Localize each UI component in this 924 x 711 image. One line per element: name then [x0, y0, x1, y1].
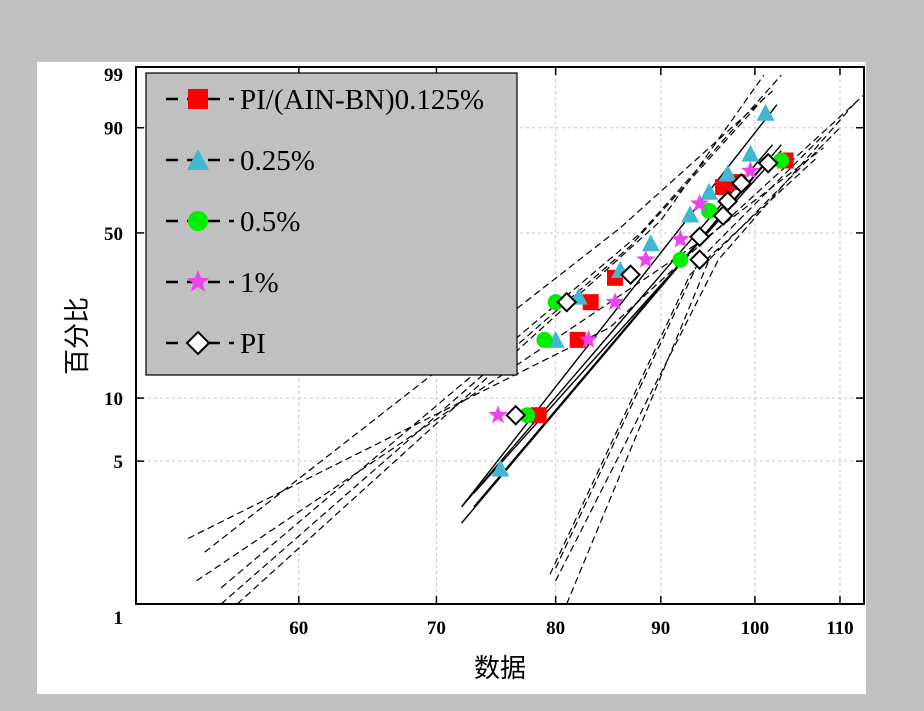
data-point-star — [740, 160, 760, 179]
data-point-triangle — [756, 103, 775, 121]
x-axis-title: 数据 — [474, 654, 526, 684]
legend-marker-diamond — [185, 330, 211, 356]
data-point-square — [569, 331, 586, 348]
data-point-diamond — [505, 404, 527, 426]
y-axis-title: 百分比 — [63, 297, 93, 375]
data-point-triangle — [741, 144, 760, 162]
data-point-triangle — [681, 205, 700, 223]
y-tick-label: 50 — [104, 224, 123, 245]
data-point-triangle — [641, 234, 660, 252]
x-tick-label: 70 — [427, 618, 446, 639]
x-tick-label: 90 — [651, 618, 670, 639]
legend-box — [145, 72, 518, 376]
confidence-bound-line — [187, 94, 865, 540]
data-point-triangle — [718, 164, 737, 182]
legend-marker-triangle — [187, 149, 209, 170]
data-point-square — [715, 178, 732, 195]
confidence-bound-line — [555, 101, 857, 582]
legend-marker-circle — [188, 211, 208, 231]
data-point-circle — [773, 152, 790, 169]
confidence-bound-line — [196, 147, 824, 582]
confidence-bound-line — [236, 74, 765, 605]
y-tick-label: 99 — [104, 65, 123, 86]
y-tick-label: 90 — [104, 119, 123, 140]
axis-ticks: 60 70 80 90 100 110 1 5 10 50 90 99 — [104, 65, 864, 639]
data-point-triangle — [491, 459, 510, 477]
data-point-square — [582, 294, 599, 311]
confidence-bound-line — [204, 90, 774, 553]
data-point-star — [670, 229, 690, 248]
data-markers — [488, 103, 794, 477]
data-point-circle — [519, 407, 536, 424]
x-tick-label: 80 — [546, 618, 565, 639]
data-point-diamond — [730, 172, 752, 194]
data-point-star — [579, 329, 598, 348]
y-tick-label: 1 — [114, 608, 124, 629]
legend-label: 0.5% — [240, 206, 300, 238]
confidence-bound-line — [566, 127, 841, 605]
legend-marker-square — [188, 89, 208, 109]
legend-marker-star — [186, 270, 210, 292]
data-point-diamond — [689, 226, 711, 248]
y-tick-label: 10 — [104, 389, 123, 410]
data-point-star — [488, 405, 508, 424]
data-point-star — [605, 292, 625, 311]
confidence-bound-line — [555, 134, 825, 569]
x-tick-label: 60 — [289, 618, 308, 639]
legend-label: PI/(AIN-BN)0.125% — [240, 84, 484, 116]
x-tick-label: 100 — [741, 618, 770, 639]
plot-frame — [135, 66, 865, 605]
y-tick-label: 5 — [114, 452, 124, 473]
data-point-square — [530, 407, 547, 424]
data-point-circle — [536, 331, 553, 348]
data-point-diamond — [556, 291, 578, 313]
legend-label: 1% — [240, 267, 279, 299]
data-point-diamond — [689, 249, 711, 271]
data-point-star — [636, 249, 656, 268]
x-tick-label: 110 — [826, 618, 853, 639]
data-point-diamond — [757, 152, 779, 174]
legend-label: PI — [240, 328, 266, 360]
fit-line — [461, 144, 774, 508]
legend-label: 0.25% — [240, 145, 315, 177]
data-point-diamond — [620, 264, 641, 286]
data-point-star — [690, 193, 710, 212]
confidence-bound-line — [220, 97, 765, 605]
data-point-circle — [672, 251, 689, 268]
data-point-circle — [547, 294, 564, 311]
data-point-diamond — [717, 190, 739, 212]
data-point-triangle — [700, 182, 719, 200]
data-point-circle — [701, 202, 718, 219]
legend: PI/(AIN-BN)0.125% 0.25% 0.5% 1% PI — [145, 72, 518, 376]
confidence-bound-line — [549, 158, 816, 575]
